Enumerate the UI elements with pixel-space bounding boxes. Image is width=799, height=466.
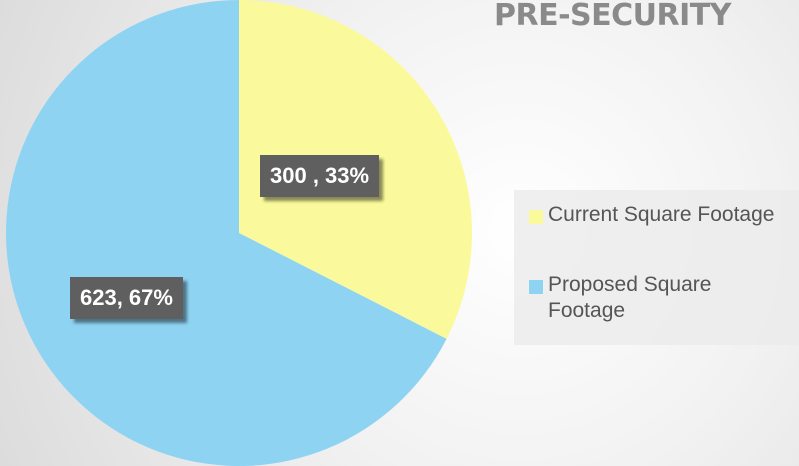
legend: Current Square Footage Proposed Square Fo… (514, 190, 799, 345)
legend-entry: Current Square Footage (529, 202, 788, 228)
legend-label: Proposed Square Footage (548, 273, 712, 322)
legend-swatch (529, 210, 543, 224)
chart-title: PRE-SECURITY (494, 0, 731, 33)
pie-slice (6, 0, 447, 466)
legend-swatch (529, 280, 543, 294)
legend-entry: Proposed Square Footage (529, 272, 788, 324)
data-label: 300 , 33% (260, 155, 380, 197)
data-label: 623, 67% (70, 277, 183, 319)
legend-label: Current Square Footage (548, 203, 775, 226)
